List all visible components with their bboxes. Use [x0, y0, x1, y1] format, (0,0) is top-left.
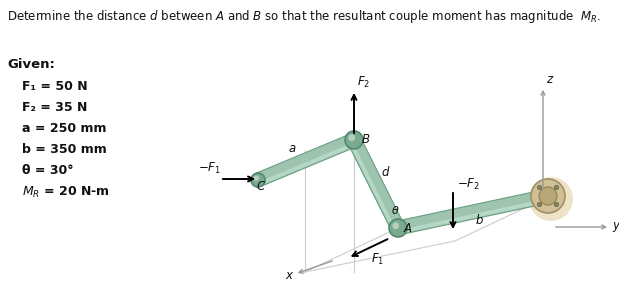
Text: b = 350 mm: b = 350 mm: [22, 143, 106, 156]
Circle shape: [554, 185, 559, 190]
Circle shape: [389, 219, 407, 237]
Text: $F_1$: $F_1$: [371, 252, 384, 267]
Circle shape: [531, 179, 565, 213]
Text: $-F_1$: $-F_1$: [198, 161, 221, 176]
Circle shape: [537, 202, 542, 207]
Text: $y$: $y$: [612, 220, 619, 234]
Circle shape: [251, 173, 265, 187]
Text: $-F_2$: $-F_2$: [457, 177, 480, 192]
Polygon shape: [348, 137, 404, 231]
Text: $F_2$: $F_2$: [357, 75, 370, 90]
Text: $C$: $C$: [256, 180, 266, 193]
Circle shape: [554, 202, 559, 207]
Circle shape: [537, 185, 542, 190]
Circle shape: [539, 187, 557, 205]
Text: Given:: Given:: [7, 58, 55, 71]
Text: θ = 30°: θ = 30°: [22, 164, 74, 177]
Text: $z$: $z$: [546, 73, 555, 86]
Text: $x$: $x$: [285, 269, 295, 282]
Circle shape: [348, 134, 355, 141]
Text: F₁ = 50 N: F₁ = 50 N: [22, 80, 88, 93]
Text: $a$: $a$: [288, 142, 297, 155]
Text: a = 250 mm: a = 250 mm: [22, 122, 106, 135]
Polygon shape: [259, 142, 357, 185]
Text: $d$: $d$: [381, 165, 391, 179]
Text: $\theta$: $\theta$: [391, 204, 400, 216]
Circle shape: [345, 131, 363, 149]
Polygon shape: [397, 189, 550, 235]
Circle shape: [254, 176, 259, 181]
Text: Determine the distance $d$ between $A$ and $B$ so that the resultant couple mome: Determine the distance $d$ between $A$ a…: [7, 8, 601, 25]
Text: F₂ = 35 N: F₂ = 35 N: [22, 101, 87, 114]
Polygon shape: [255, 134, 357, 187]
Text: $b$: $b$: [475, 213, 484, 227]
Text: $M_R$ = 20 N-m: $M_R$ = 20 N-m: [22, 185, 110, 200]
Polygon shape: [348, 141, 396, 231]
Ellipse shape: [529, 177, 573, 221]
Text: $B$: $B$: [361, 133, 370, 146]
Text: $A$: $A$: [403, 222, 413, 235]
Polygon shape: [399, 198, 549, 234]
Circle shape: [392, 222, 399, 229]
